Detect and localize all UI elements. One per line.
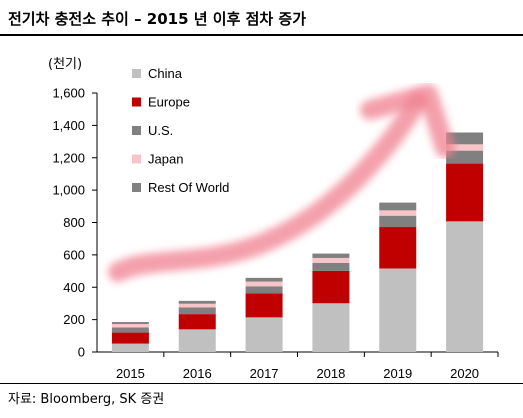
bar-europe-2017 — [245, 293, 283, 318]
y-tick-label: 1,600 — [52, 86, 85, 101]
x-tick-label: 2015 — [116, 366, 145, 381]
bar-japan-2017 — [245, 281, 283, 287]
y-tick-label: 1,400 — [52, 118, 85, 133]
bar-europe-2019 — [379, 227, 417, 269]
legend-label-europe: Europe — [148, 95, 190, 110]
source-note: 자료: Bloomberg, SK 증권 — [8, 392, 165, 407]
legend-label-japan: Japan — [148, 152, 183, 167]
y-tick-label: 200 — [63, 312, 85, 327]
bar-rest-of-world-2019 — [379, 202, 417, 211]
y-tick-label: 1,000 — [52, 183, 85, 198]
legend-swatch-u-s- — [132, 126, 141, 135]
chart-title: 전기차 충전소 추이 – 2015 년 이후 점차 증가 — [8, 10, 307, 28]
x-tick-label: 2019 — [383, 366, 412, 381]
bar-china-2017 — [245, 317, 283, 352]
y-tick-label: 800 — [63, 215, 85, 230]
x-tick-label: 2017 — [250, 366, 279, 381]
x-tick-label: 2020 — [450, 366, 479, 381]
bar-rest-of-world-2020 — [446, 132, 484, 145]
x-tick-label: 2016 — [183, 366, 212, 381]
legend-swatch-china — [132, 69, 141, 78]
bar-europe-2015 — [111, 332, 149, 344]
y-tick-label: 600 — [63, 247, 85, 262]
bar-u-s--2020 — [446, 150, 484, 164]
legend-label-u-s-: U.S. — [148, 123, 173, 138]
bar-europe-2018 — [312, 270, 350, 304]
x-tick-label: 2018 — [316, 366, 345, 381]
bar-rest-of-world-2017 — [245, 277, 283, 282]
bar-u-s--2019 — [379, 215, 417, 228]
y-tick-label: 1,200 — [52, 150, 85, 165]
y-tick-label: 400 — [63, 280, 85, 295]
bar-rest-of-world-2018 — [312, 253, 350, 258]
title-rule — [0, 34, 523, 36]
bar-china-2019 — [379, 268, 417, 352]
y-unit-label: (천기) — [48, 57, 82, 72]
y-tick-label: 0 — [78, 345, 85, 360]
bar-japan-2019 — [379, 210, 417, 216]
legend-label-rest-of-world: Rest Of World — [148, 180, 229, 195]
legend-swatch-japan — [132, 154, 141, 164]
bar-u-s--2018 — [312, 262, 350, 271]
arrow-annotation — [108, 84, 455, 282]
bar-europe-2016 — [178, 314, 216, 330]
bar-japan-2020 — [446, 144, 484, 151]
bar-rest-of-world-2016 — [178, 300, 216, 304]
legend-label-china: China — [148, 66, 183, 81]
bar-u-s--2015 — [111, 327, 149, 333]
source-rule — [0, 383, 523, 384]
bar-u-s--2017 — [245, 286, 283, 294]
bar-china-2020 — [446, 221, 484, 352]
bar-japan-2015 — [111, 323, 149, 328]
bar-japan-2016 — [178, 303, 216, 308]
bar-china-2018 — [312, 303, 350, 352]
legend-swatch-rest-of-world — [132, 183, 141, 192]
legend-swatch-europe — [132, 97, 141, 107]
bar-china-2015 — [111, 343, 149, 352]
bar-china-2016 — [178, 329, 216, 352]
bar-europe-2020 — [446, 163, 484, 222]
bar-rest-of-world-2015 — [111, 322, 149, 324]
bar-japan-2018 — [312, 257, 350, 263]
bar-u-s--2016 — [178, 307, 216, 315]
